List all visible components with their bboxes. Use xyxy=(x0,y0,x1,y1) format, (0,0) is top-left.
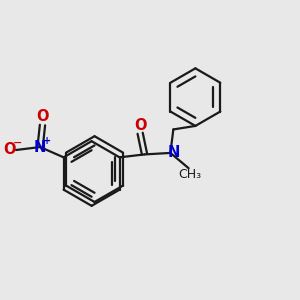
Text: CH₃: CH₃ xyxy=(178,168,202,181)
Text: −: − xyxy=(13,138,22,148)
Text: N: N xyxy=(34,140,46,154)
Text: O: O xyxy=(3,142,16,158)
Text: N: N xyxy=(168,146,180,160)
Text: O: O xyxy=(134,118,146,133)
Text: O: O xyxy=(36,109,49,124)
Text: +: + xyxy=(44,136,52,146)
